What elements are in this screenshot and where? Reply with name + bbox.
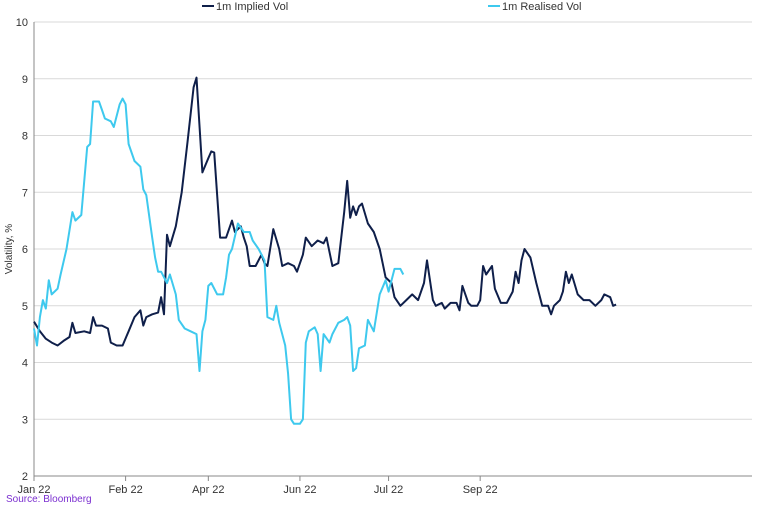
x-tick-labels: Jan 22 Feb 22 Apr 22 Jun 22 Jul 22 Sep 22 bbox=[17, 484, 497, 496]
source-note: Source: Bloomberg bbox=[6, 494, 92, 505]
x-tick-label: Apr 22 bbox=[192, 484, 224, 496]
y-tick-label: 10 bbox=[16, 17, 28, 29]
y-tick-label: 6 bbox=[22, 244, 28, 256]
series-line-implied-vol bbox=[33, 76, 617, 347]
y-tick-label: 2 bbox=[22, 471, 28, 483]
axes bbox=[33, 22, 752, 481]
y-axis-title: Volatility, % bbox=[4, 224, 15, 274]
series-lines bbox=[33, 76, 617, 425]
y-tick-labels: 2 3 4 5 6 7 8 9 10 bbox=[16, 17, 28, 483]
x-tick-label: Feb 22 bbox=[108, 484, 142, 496]
gridlines bbox=[34, 21, 752, 420]
y-tick-label: 5 bbox=[22, 301, 28, 313]
x-tick-label: Jul 22 bbox=[374, 484, 403, 496]
y-tick-label: 3 bbox=[22, 414, 28, 426]
y-tick-label: 8 bbox=[22, 131, 28, 143]
legend-label: 1m Implied Vol bbox=[216, 1, 288, 13]
y-tick-label: 7 bbox=[22, 187, 28, 199]
series-line-realised-vol bbox=[33, 97, 405, 425]
legend: 1m Implied Vol 1m Realised Vol bbox=[202, 1, 582, 13]
y-tick-label: 9 bbox=[22, 74, 28, 86]
legend-label: 1m Realised Vol bbox=[502, 1, 582, 13]
x-tick-label: Sep 22 bbox=[463, 484, 498, 496]
x-tick-label: Jan 22 bbox=[17, 484, 50, 496]
y-tick-label: 4 bbox=[22, 358, 28, 370]
x-tick-label: Jun 22 bbox=[283, 484, 316, 496]
